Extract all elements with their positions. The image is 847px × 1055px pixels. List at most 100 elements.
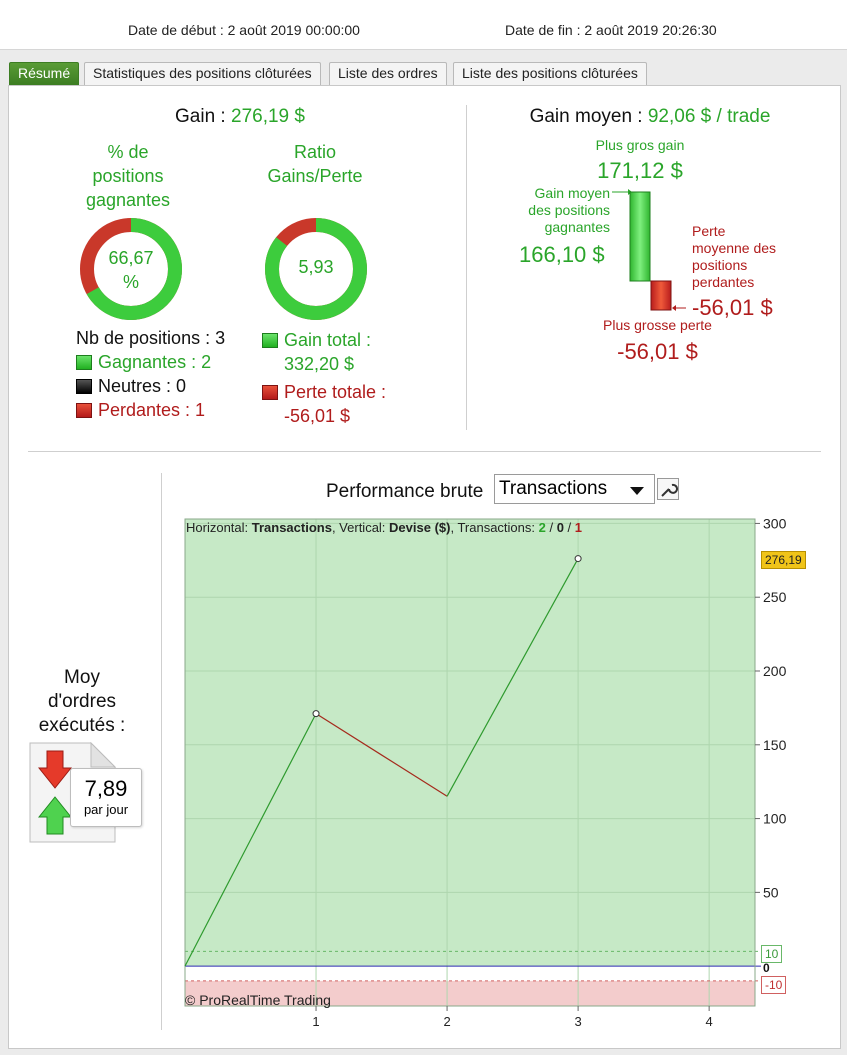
gain-value: 276,19 $ [231,106,305,127]
gain-total-label: Gain total : [284,330,372,350]
neutral-count: Neutres : 0 [76,376,186,397]
avg-loss-line: positions [692,257,748,273]
info-win-count: 2 [538,520,546,535]
wrench-button[interactable] [657,478,679,500]
avg-gain-value: 92,06 $ / trade [647,106,771,127]
winners-count: Gagnantes : 2 [76,352,211,373]
start-date: Date de début : 2 août 2019 00:00:00 [128,22,360,38]
gain-header: Gain : 276,19 $ [120,106,360,128]
end-date: Date de fin : 2 août 2019 20:26:30 [505,22,717,38]
gain-total: Gain total : 332,20 $ [262,328,371,376]
tab-resume[interactable]: Résumé [9,62,80,85]
loss-swatch [262,385,278,400]
perte-totale: Perte totale : -56,01 $ [262,380,386,428]
avg-win-line: Gain moyen [534,185,610,201]
chart-info: Horizontal: Transactions, Vertical: Devi… [186,520,582,535]
x-tick-label: 3 [574,1014,581,1029]
losers-count: Perdantes : 1 [76,400,205,421]
info-text: / [563,520,575,535]
ratio-label-line: Ratio [293,142,337,162]
orders-label: Moy d'ordres exécutés : [22,666,142,738]
arrow-head [672,305,676,311]
avg-win-line: gagnantes [544,219,610,235]
perte-totale-value: -56,01 $ [284,406,351,426]
ratio-value: 5,93 [298,257,334,277]
avg-loss-line: Perte [692,223,726,239]
x-tick-label: 1 [312,1014,319,1029]
neutral-swatch [76,379,92,394]
current-value-badge: 276,19 [761,551,806,569]
avg-win-label: Gain moyen des positions gagnantes [505,185,610,236]
sell-arrow-icon [38,750,72,789]
pct-value-number: 66,67 [108,248,154,268]
ratio-label: Ratio Gains/Perte [255,140,375,188]
series-segment [184,713,317,967]
tab-bar: Résumé Statistiques des positions clôtur… [0,50,847,86]
y-tick-label: 300 [763,516,787,531]
biggest-gain-label: Plus gros gain [595,137,685,153]
winners-text: Gagnantes : 2 [98,352,212,372]
biggest-loss-value: -56,01 $ [617,339,698,364]
equity-series [184,555,582,967]
gain-loss-bars [612,189,686,311]
avg-loss-line: moyenne des [692,240,777,256]
axis-select-value: Transactions [499,478,608,499]
section-divider [161,473,162,1030]
avg-gain-label: Gain moyen : [529,106,643,127]
tab-closed-positions-stats[interactable]: Statistiques des positions clôturées [84,62,321,85]
info-text: Horizontal: [186,520,252,535]
biggest-loss-label: Plus grosse perte [603,317,712,333]
orders-value-box: 7,89 par jour [70,768,142,827]
pct-winners-value: 66,67 % [78,246,184,294]
pct-winners-label: % de positions gagnantes [68,140,188,212]
pct-value-unit: % [122,272,139,292]
avg-loss-label: Perte moyenne des positions perdantes [692,223,776,291]
avg-loss-value: -56,01 $ [692,295,773,320]
y-tick-label: 100 [763,811,787,827]
pct-label-line: gagnantes [85,190,171,210]
plot-border [184,518,756,1007]
avg-gain-header: Gain moyen : 92,06 $ / trade [500,106,800,128]
copyright: © ProRealTime Trading [185,992,331,1008]
horizontal-divider [28,451,821,452]
zero-label: 0 [763,961,770,975]
axis-select[interactable]: Transactions [494,474,655,504]
tab-orders-list[interactable]: Liste des ordres [329,62,447,85]
orders-label-line: exécutés : [38,715,126,736]
tab-closed-positions-list[interactable]: Liste des positions clôturées [453,62,647,85]
avg-win-bar [629,191,651,282]
orders-label-line: Moy [64,667,100,688]
positive-zone [185,519,755,967]
avg-win-line: des positions [528,202,610,218]
info-v-axis: Devise ($) [389,520,451,535]
info-h-axis: Transactions [251,520,332,535]
ratio-label-line: Gains/Perte [267,166,363,186]
wrench-icon [661,483,678,497]
data-point [574,555,582,563]
pct-label-line: % de [107,142,149,162]
series-segment [315,713,448,797]
orders-unit: par jour [83,802,129,817]
date-range-bar: Date de début : 2 août 2019 00:00:00 Dat… [0,0,847,50]
loss-swatch [76,403,92,418]
donut-win-arc [80,218,182,320]
info-text: / [545,520,557,535]
info-neutral-count: 0 [556,520,564,535]
gain-total-value: 332,20 $ [284,354,355,374]
ratio-donut [265,218,367,320]
x-axis-ticks: 1 2 3 4 [312,1006,713,1029]
series-segment [446,558,579,797]
win-swatch [262,333,278,348]
perte-totale-label: Perte totale : [284,382,387,402]
band-low-label: -10 [761,976,787,994]
negative-zone [185,980,755,1006]
buy-arrow-icon [38,796,72,835]
avg-loss-bar [650,280,672,311]
band-high-label: 10 [761,945,783,963]
data-point [312,710,320,718]
pct-label-line: positions [92,166,164,186]
avg-win-value: 166,10 $ [519,242,605,267]
neutral-text: Neutres : 0 [98,376,187,396]
x-tick-label: 2 [443,1014,450,1029]
